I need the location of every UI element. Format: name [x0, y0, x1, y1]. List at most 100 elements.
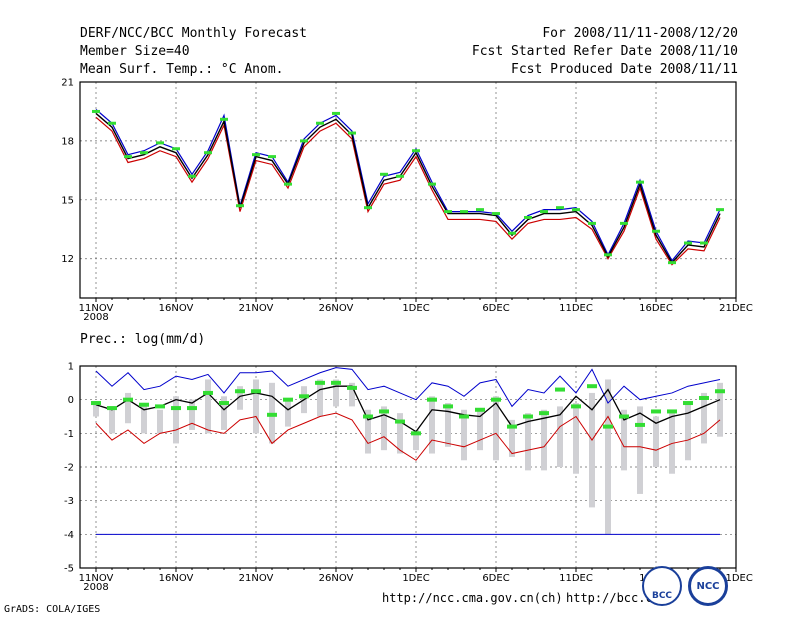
prec-x-tick-label: 6DEC [482, 573, 509, 584]
temp-observed-marker [716, 208, 724, 212]
temp-observed-marker [124, 155, 132, 159]
prec-spread-bar [653, 416, 659, 467]
prec-observed-marker [443, 404, 453, 409]
prec-observed-marker [123, 397, 133, 402]
temp-observed-marker [524, 215, 532, 219]
temp-y-tick-label: 18 [61, 136, 74, 147]
prec-observed-marker [107, 406, 117, 411]
temp-x-tick-label: 16NOV [159, 303, 194, 314]
prec-spread-bar [637, 406, 643, 494]
temp-plot-frame [79, 81, 737, 299]
prec-observed-marker [667, 409, 677, 414]
prec-observed-marker [155, 404, 165, 409]
prec-observed-marker [619, 414, 629, 419]
bcc-url[interactable]: http://bcc.c [566, 591, 653, 605]
temp-observed-marker [476, 208, 484, 212]
temp-observed-marker [332, 111, 340, 115]
temp-observed-marker [108, 121, 116, 125]
prec-observed-marker [651, 409, 661, 414]
prec-spread-bar [509, 419, 515, 457]
temp-observed-marker [700, 241, 708, 245]
prec-spread-bar [413, 429, 419, 451]
temp-observed-marker [364, 206, 372, 210]
temp-observed-marker [300, 139, 308, 143]
temp-min-line [95, 116, 721, 266]
prec-observed-marker [219, 401, 229, 406]
temp-observed-marker [268, 155, 276, 159]
temp-x-tick-label: 11NOV [79, 303, 114, 314]
prec-observed-marker [715, 389, 725, 394]
prec-observed-marker [427, 397, 437, 402]
variable-label: Mean Surf. Temp.: °C Anom. [80, 62, 284, 77]
prec-spread-bar [189, 399, 195, 430]
chart-title: DERF/NCC/BCC Monthly Forecast [80, 26, 307, 41]
prec-spread-bar [573, 403, 579, 474]
prec-observed-marker [315, 380, 325, 385]
temp-observed-marker [508, 231, 516, 235]
temp-observed-marker [588, 221, 596, 225]
temp-observed-marker [652, 229, 660, 233]
temp-x-tick-label: 16DEC [639, 303, 673, 314]
prec-lower-line [95, 412, 721, 461]
precip-label: Prec.: log(mm/d) [80, 332, 206, 347]
prec-spread-bar [93, 403, 99, 417]
temp-observed-marker [140, 151, 148, 155]
prec-spread-bar [109, 406, 115, 434]
prec-observed-marker [587, 384, 597, 389]
prec-observed-marker [363, 414, 373, 419]
temp-max-line [95, 109, 721, 262]
prec-spread-bar [493, 396, 499, 461]
temp-observed-marker [396, 174, 404, 178]
prec-spread-bar [477, 409, 483, 451]
temp-observed-marker [380, 172, 388, 176]
temp-observed-marker [188, 174, 196, 178]
prec-spread-bar [285, 399, 291, 427]
prec-spread-bar [397, 413, 403, 454]
temp-observed-marker [412, 149, 420, 153]
temp-x-tick-label: 1DEC [402, 303, 429, 314]
temp-observed-marker [460, 210, 468, 214]
prec-observed-marker [507, 424, 517, 429]
prec-spread-bar [317, 379, 323, 417]
temp-observed-marker [604, 253, 612, 257]
prec-spread-bar [605, 379, 611, 535]
prec-spread-bar [349, 382, 355, 407]
temp-y-tick-label: 21 [61, 78, 74, 89]
prec-observed-marker [91, 401, 101, 406]
grads-credit: GrADS: COLA/IGES [4, 604, 101, 615]
refer-date: Fcst Started Refer Date 2008/11/10 [471, 44, 738, 59]
prec-x-tick-label: 26NOV [319, 573, 354, 584]
forecast-period: For 2008/11/11-2008/12/20 [542, 26, 738, 41]
prec-y-tick-label: -3 [64, 496, 74, 507]
prec-observed-marker [203, 390, 213, 395]
prec-spread-bar [445, 403, 451, 447]
prec-plot-frame [79, 365, 737, 569]
ncc-logo-text: NCC [696, 580, 720, 592]
prec-spread-bar [541, 409, 547, 471]
prec-observed-marker [283, 397, 293, 402]
prec-x-tick-label: 16NOV [159, 573, 194, 584]
prec-observed-marker [603, 424, 613, 429]
ncc-url[interactable]: http://ncc.cma.gov.cn(ch) [382, 591, 563, 605]
produced-date: Fcst Produced Date 2008/11/11 [511, 62, 738, 77]
prec-observed-marker [139, 402, 149, 407]
prec-observed-marker [699, 395, 709, 400]
temp-x-tick-label: 6DEC [482, 303, 509, 314]
prec-spread-bar [525, 413, 531, 471]
prec-observed-marker [475, 407, 485, 412]
prec-spread-bar [589, 392, 595, 508]
prec-observed-marker [555, 387, 565, 392]
prec-observed-marker [251, 389, 261, 394]
prec-spread-bar [365, 409, 371, 454]
prec-observed-marker [491, 397, 501, 402]
member-size-label: Member Size=40 [80, 44, 190, 59]
temp-observed-marker [492, 212, 500, 216]
bcc-logo: BCC [642, 566, 682, 606]
prec-spread-bar [717, 382, 723, 437]
temp-observed-marker [636, 180, 644, 184]
prec-y-tick-label: 1 [68, 362, 74, 373]
temp-observed-marker [668, 261, 676, 265]
prec-observed-marker [459, 414, 469, 419]
prec-y-tick-label: -4 [64, 530, 74, 541]
prec-spread-bar [205, 379, 211, 434]
